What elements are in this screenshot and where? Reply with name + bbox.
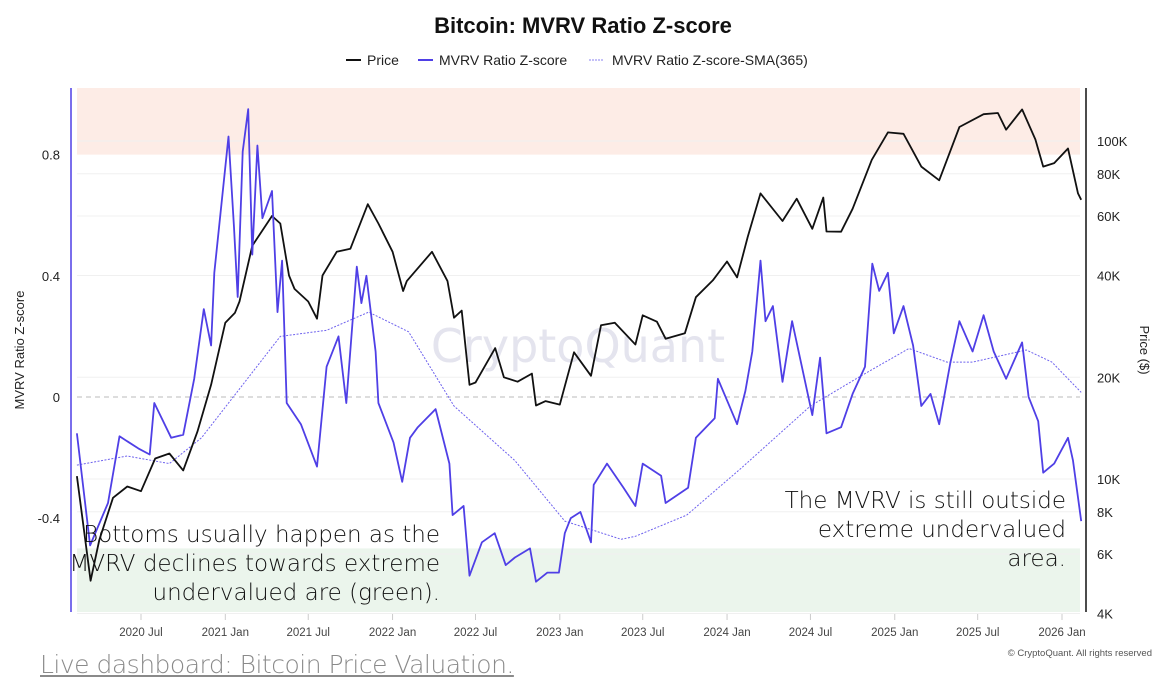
x-tick-label: 2026 Jan: [1038, 627, 1085, 639]
annotation-left-line: undervalued are (green).: [153, 580, 441, 606]
left-tick-label: 0.4: [42, 269, 60, 284]
right-tick-label: 60K: [1097, 209, 1120, 224]
left-tick-label: -0.4: [38, 511, 60, 526]
zone-bands: [77, 88, 1080, 612]
x-tick-label: 2021 Jan: [202, 627, 249, 639]
gridlines: [77, 140, 1080, 615]
annotation-right-line: The MVRV is still outside: [785, 488, 1066, 514]
x-tick-label: 2024 Jan: [703, 627, 750, 639]
right-axis-label: Price ($): [1137, 325, 1152, 374]
right-tick-label: 10K: [1097, 472, 1120, 487]
legend-item-mvrv[interactable]: MVRV Ratio Z-score: [418, 52, 567, 68]
live-dashboard-link[interactable]: Live dashboard: Bitcoin Price Valuation.: [40, 650, 514, 679]
left-tick-label: 0.8: [42, 148, 60, 163]
right-tick-label: 4K: [1097, 607, 1113, 622]
x-tick-label: 2022 Jan: [369, 627, 416, 639]
left-axis-label: MVRV Ratio Z-score: [12, 291, 27, 410]
annotation-left-line: MVRV declines towards extreme: [69, 551, 440, 577]
watermark-logo: CryptoQuant: [431, 319, 725, 373]
series-line-mvrv-ratio-z-score: [76, 108, 1083, 583]
annotation-left: Bottoms usually happen as the MVRV decli…: [69, 522, 440, 606]
x-tick-label: 2023 Jul: [621, 627, 664, 639]
right-tick-label: 6K: [1097, 547, 1113, 562]
left-axis-ticks: 0.8 0.4 0 -0.4: [38, 148, 60, 526]
series-lines: [76, 108, 1083, 583]
right-tick-label: 40K: [1097, 269, 1120, 284]
right-tick-label: 100K: [1097, 134, 1128, 149]
left-tick-label: 0: [53, 390, 60, 405]
x-tick-label: 2022 Jul: [454, 627, 497, 639]
x-axis-ticks: 2020 Jul 2021 Jan 2021 Jul 2022 Jan 2022 Jul…: [119, 614, 1086, 639]
copyright-notice: © CryptoQuant. All rights reserved: [1007, 648, 1152, 659]
right-tick-label: 20K: [1097, 370, 1120, 385]
annotation-left-line: Bottoms usually happen as the: [83, 522, 440, 548]
x-tick-label: 2021 Jul: [287, 627, 330, 639]
right-axis-ticks: 100K 80K 60K 40K 20K 10K 8K 6K 4K: [1097, 134, 1128, 622]
legend-label-sma: MVRV Ratio Z-score-SMA(365): [612, 52, 808, 68]
chart-title: Bitcoin: MVRV Ratio Z-score: [434, 13, 732, 38]
legend-label-price: Price: [367, 52, 399, 68]
legend-item-sma[interactable]: MVRV Ratio Z-score-SMA(365): [589, 52, 808, 68]
x-tick-label: 2024 Jul: [789, 627, 832, 639]
right-tick-label: 8K: [1097, 505, 1113, 520]
x-tick-label: 2023 Jan: [536, 627, 583, 639]
x-tick-label: 2025 Jul: [956, 627, 999, 639]
legend-label-mvrv: MVRV Ratio Z-score: [439, 52, 567, 68]
undervalued-zone: [77, 548, 1080, 612]
legend-item-price[interactable]: Price: [346, 52, 399, 68]
series-line-price: [76, 108, 1083, 582]
annotation-right: The MVRV is still outside extreme underv…: [785, 488, 1066, 572]
x-tick-label: 2025 Jan: [871, 627, 918, 639]
legend: Price MVRV Ratio Z-score MVRV Ratio Z-sc…: [346, 52, 808, 68]
x-tick-label: 2020 Jul: [119, 627, 162, 639]
annotation-right-line: area.: [1007, 546, 1066, 572]
annotation-right-line: extreme undervalued: [818, 517, 1066, 543]
right-tick-label: 80K: [1097, 167, 1120, 182]
